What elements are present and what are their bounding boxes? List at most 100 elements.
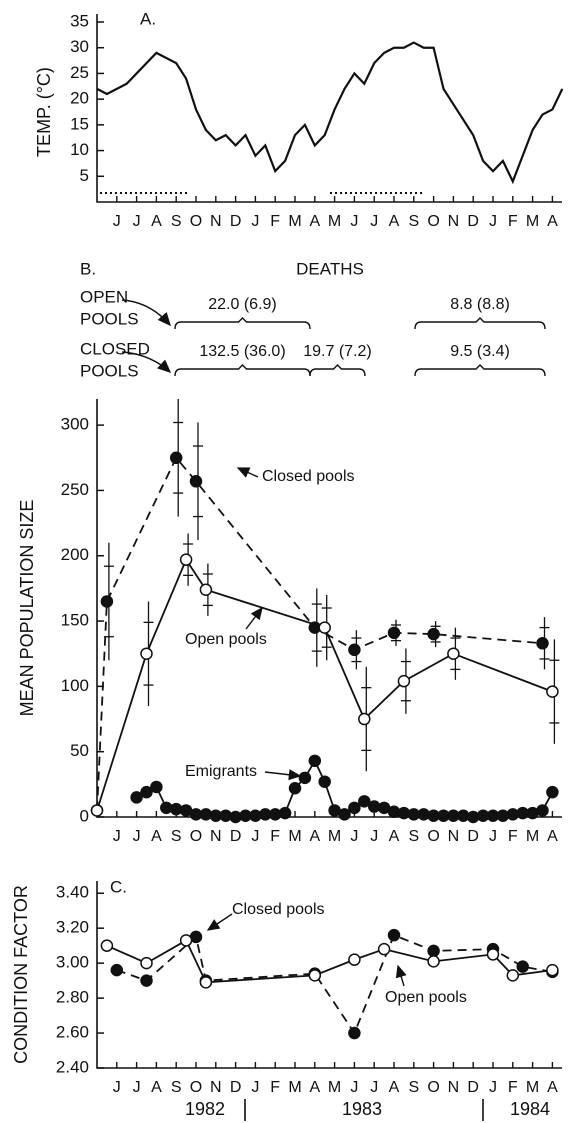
point <box>298 771 312 785</box>
y-axis-title: CONDITION FACTOR <box>11 885 31 1064</box>
arrow <box>206 913 233 931</box>
y-axis-title: TEMP. (°C) <box>34 67 54 157</box>
y-tick-label: 250 <box>61 480 89 499</box>
axis <box>96 14 562 203</box>
x-tick-label: O <box>427 1079 439 1096</box>
y-tick-label: 10 <box>70 140 89 159</box>
x-tick-label: J <box>113 1079 121 1096</box>
point <box>348 953 361 966</box>
x-tick-label: A <box>151 1079 162 1096</box>
x-tick-label: M <box>526 1079 539 1096</box>
point <box>338 808 351 821</box>
x-tick-label: S <box>171 1079 182 1096</box>
y-tick-label: 25 <box>70 63 89 82</box>
row-label: OPEN <box>80 287 128 306</box>
row-label: POOLS <box>80 309 139 328</box>
x-tick-label: A <box>547 213 558 230</box>
panel-label: B. <box>80 259 96 278</box>
y-tick-label: 150 <box>61 611 89 630</box>
x-tick-label: D <box>467 1079 479 1096</box>
y-tick-label: 20 <box>70 89 89 108</box>
y-tick-label: 35 <box>70 11 89 30</box>
bracket <box>174 317 311 330</box>
bracket <box>414 364 546 377</box>
point <box>130 791 143 804</box>
point <box>348 801 361 815</box>
x-tick-label: A <box>389 828 400 845</box>
x-tick-label: J <box>251 1079 259 1096</box>
arrow <box>121 351 172 374</box>
point <box>516 960 529 973</box>
x-tick-label: A <box>547 1079 558 1096</box>
x-tick-label: F <box>270 213 280 230</box>
y-tick-label: 2.60 <box>56 1023 89 1042</box>
x-tick-label: S <box>171 213 182 230</box>
arrow <box>395 964 407 987</box>
x-tick-label: J <box>251 213 259 230</box>
year-label: 1983 <box>342 1099 382 1119</box>
deaths-value: 22.0 (6.9) <box>208 296 276 313</box>
x-tick-label: J <box>489 1079 497 1096</box>
deaths-title: DEATHS <box>296 259 364 278</box>
deaths-value: 19.7 (7.2) <box>303 343 371 360</box>
x-tick-label: O <box>190 213 202 230</box>
point <box>189 475 203 488</box>
annotation: Open pools <box>385 989 467 1006</box>
x-tick-label: J <box>350 213 358 230</box>
point <box>348 643 361 657</box>
annotation: Closed pools <box>232 901 325 918</box>
x-tick-label: N <box>210 213 222 230</box>
series-line <box>106 939 553 984</box>
panel-label: C. <box>110 877 127 896</box>
point <box>110 963 124 977</box>
point <box>506 969 520 982</box>
x-tick-label: N <box>448 828 460 845</box>
x-tick-label: M <box>288 828 301 845</box>
annotation: Closed pools <box>262 468 355 485</box>
point <box>100 939 114 952</box>
point <box>358 795 371 808</box>
point <box>387 928 401 942</box>
bracket <box>309 364 366 377</box>
deaths-value: 9.5 (3.4) <box>450 343 510 360</box>
bracket <box>414 317 546 330</box>
x-tick-label: J <box>133 828 141 845</box>
x-tick-label: A <box>309 213 320 230</box>
point <box>318 621 331 634</box>
x-tick-label: M <box>328 213 341 230</box>
point <box>318 775 331 788</box>
point <box>427 955 440 968</box>
x-tick-label: F <box>270 1079 280 1096</box>
bracket <box>174 364 311 377</box>
y-tick-label: 0 <box>80 806 89 825</box>
arrow <box>264 769 302 781</box>
x-tick-label: N <box>448 213 460 230</box>
point <box>140 956 153 970</box>
x-tick-label: J <box>489 828 497 845</box>
y-tick-label: 5 <box>80 166 89 185</box>
x-tick-label: J <box>370 828 378 845</box>
x-tick-label: J <box>113 828 121 845</box>
annotation: Open pools <box>185 631 267 648</box>
point <box>90 804 104 817</box>
row-label: POOLS <box>80 361 139 380</box>
x-tick-label: J <box>113 213 121 230</box>
point <box>199 976 213 989</box>
y-tick-label: 30 <box>70 37 89 56</box>
deaths-value: 8.8 (8.8) <box>450 296 510 313</box>
x-tick-label: N <box>210 1079 222 1096</box>
year-label: 1984 <box>510 1099 550 1119</box>
x-tick-label: D <box>230 213 242 230</box>
x-tick-label: O <box>190 828 202 845</box>
y-tick-label: 15 <box>70 114 89 133</box>
arrow <box>121 299 171 327</box>
x-tick-label: D <box>467 828 479 845</box>
x-tick-label: M <box>526 828 539 845</box>
x-tick-label: J <box>133 1079 141 1096</box>
x-tick-label: O <box>427 213 439 230</box>
x-tick-label: M <box>328 828 341 845</box>
axis <box>96 881 562 1069</box>
x-tick-label: J <box>350 1079 358 1096</box>
y-axis-title: MEAN POPULATION SIZE <box>17 500 37 717</box>
